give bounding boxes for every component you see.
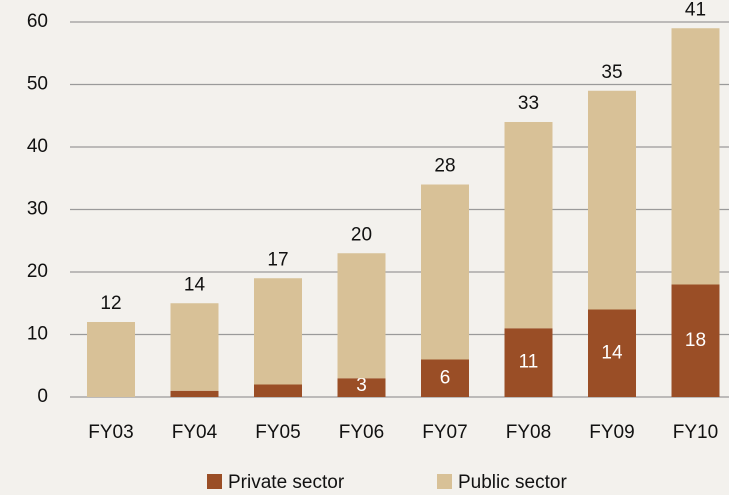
bar-segment (671, 28, 720, 285)
bar-segment (337, 253, 386, 379)
x-tick-label: FY05 (255, 422, 300, 443)
value-label: 3 (356, 375, 367, 396)
value-label: 18 (685, 330, 706, 351)
bar-segment (504, 328, 553, 397)
value-label: 11 (519, 352, 539, 373)
value-label: 6 (440, 367, 451, 388)
bar-segment (337, 378, 386, 397)
y-tick-label: 40 (27, 136, 48, 157)
y-tick-label: 60 (27, 11, 48, 32)
bar-segment (504, 122, 553, 329)
y-tick-label: 10 (27, 324, 48, 345)
x-tick-label: FY10 (673, 422, 718, 443)
y-tick-label: 50 (27, 74, 48, 95)
value-label: 28 (434, 156, 455, 177)
x-tick-label: FY06 (339, 422, 384, 443)
y-tick-label: 30 (27, 199, 48, 220)
legend-swatch (437, 474, 452, 489)
bar-segment (588, 90, 636, 310)
legend-swatch (207, 474, 222, 489)
value-label: 35 (601, 62, 622, 83)
x-tick-label: FY03 (88, 422, 133, 443)
x-tick-label: FY07 (422, 422, 467, 443)
value-label: 14 (184, 274, 206, 295)
value-label: 41 (685, 0, 706, 20)
x-tick-label: FY09 (589, 422, 634, 443)
value-label: 20 (351, 224, 372, 245)
value-label: 14 (601, 342, 623, 363)
value-label: 17 (267, 249, 288, 270)
y-tick-label: 0 (37, 386, 48, 407)
bar-segment (254, 384, 302, 397)
bar-segment (671, 284, 720, 397)
value-label: 12 (100, 293, 121, 314)
bar-segment (421, 184, 469, 360)
y-tick-label: 20 (27, 261, 48, 282)
bar-segment (170, 303, 219, 391)
x-tick-label: FY04 (172, 422, 218, 443)
bar-segment (87, 322, 135, 397)
x-tick-label: FY08 (506, 422, 551, 443)
bar-segment (588, 309, 636, 397)
value-label: 33 (518, 93, 539, 114)
bar-segment (170, 390, 219, 397)
legend-label: Public sector (458, 472, 567, 493)
bar-segment (421, 359, 469, 397)
bar-segment (254, 278, 302, 385)
legend-label: Private sector (228, 472, 345, 493)
